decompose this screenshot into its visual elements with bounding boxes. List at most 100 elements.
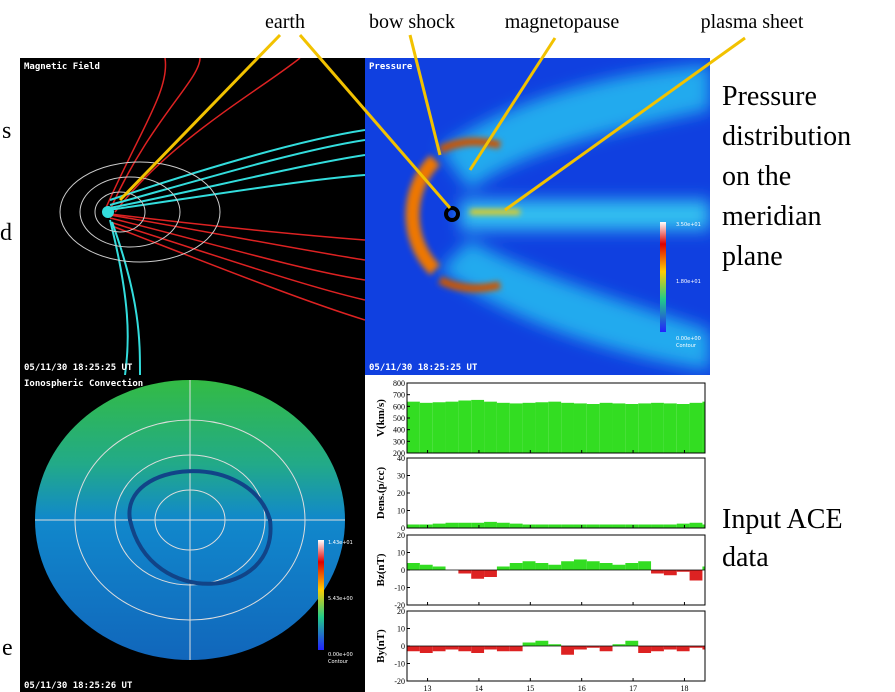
bar: [586, 646, 600, 648]
bar: [625, 404, 639, 453]
bar: [484, 570, 497, 577]
bar: [548, 644, 562, 646]
side-label: meridian: [722, 201, 822, 232]
bar: [651, 646, 664, 652]
colorbar-label: 1.80e+01: [676, 279, 701, 285]
side-label: on the: [722, 161, 791, 192]
bar: [676, 570, 690, 572]
bar: [432, 402, 446, 453]
y-tick-label: 0: [401, 642, 405, 651]
bar: [561, 402, 574, 453]
bar: [471, 522, 485, 528]
bar: [419, 402, 433, 453]
bar: [689, 570, 703, 581]
bar: [702, 646, 705, 650]
bar: [458, 522, 472, 528]
bar: [407, 646, 420, 652]
bar: [407, 401, 420, 453]
bar: [509, 403, 523, 453]
bar: [471, 646, 485, 653]
panel-title: Ionospheric Convection: [24, 378, 143, 389]
bar: [407, 524, 420, 528]
bar: [471, 399, 485, 453]
magnetic-panel: Magnetic Field 05/11/30 18:25:25 UT: [20, 58, 365, 375]
bar: [638, 524, 652, 528]
x-tick-label: 18: [680, 684, 688, 692]
fragment: d: [0, 220, 12, 246]
bar: [458, 400, 472, 453]
bar: [651, 402, 664, 453]
bar: [625, 524, 639, 528]
y-axis-label: Dens.(p/cc): [375, 467, 387, 520]
annotation: plasma sheet: [701, 11, 804, 33]
bar: [663, 570, 677, 576]
bar: [573, 524, 587, 528]
bar: [663, 646, 677, 650]
bar: [651, 570, 664, 574]
bar: [471, 570, 485, 579]
contour-label: Contour: [676, 343, 697, 349]
bar: [625, 640, 639, 646]
bar: [599, 524, 613, 528]
y-tick-label: 500: [393, 414, 405, 423]
bar: [548, 401, 562, 453]
bar: [445, 522, 459, 528]
y-tick-label: 400: [393, 426, 405, 435]
bar: [535, 640, 549, 646]
y-tick-label: 200: [393, 449, 405, 458]
y-tick-label: 10: [397, 625, 405, 634]
y-tick-label: -10: [394, 660, 405, 669]
bar: [484, 521, 497, 528]
bar: [496, 566, 510, 570]
timestamp: 05/11/30 18:25:25 UT: [369, 363, 478, 373]
bar: [689, 646, 703, 648]
bar: [496, 646, 510, 652]
bar: [702, 524, 705, 528]
bar: [702, 401, 705, 453]
bar: [663, 524, 677, 528]
timestamp: 05/11/30 18:25:26 UT: [24, 681, 133, 691]
bar: [561, 524, 574, 528]
x-tick-label: 17: [629, 684, 637, 692]
bar: [612, 564, 626, 570]
bar: [586, 561, 600, 570]
fragment: s: [2, 118, 11, 144]
side-label: Input ACE: [722, 504, 843, 535]
bar: [432, 646, 446, 652]
bar: [522, 402, 536, 453]
bar: [535, 402, 549, 453]
x-tick-label: 13: [424, 684, 432, 692]
bar: [573, 403, 587, 453]
colorbar-label: 0.00e+00: [676, 336, 701, 342]
bar: [458, 646, 472, 652]
bar: [573, 559, 587, 570]
bar: [496, 402, 510, 453]
bar: [509, 646, 523, 652]
bar: [599, 563, 613, 570]
bar: [625, 563, 639, 570]
side-label: plane: [722, 241, 783, 272]
bar: [535, 563, 549, 570]
bar: [561, 646, 574, 655]
bar: [496, 522, 510, 528]
bar: [612, 403, 626, 453]
bar: [535, 524, 549, 528]
arrows: [118, 33, 746, 212]
bar: [638, 561, 652, 570]
bar: [638, 646, 652, 653]
side-label: data: [722, 542, 769, 573]
y-tick-label: -10: [394, 584, 405, 593]
panel-title: Pressure: [369, 62, 413, 72]
bar: [445, 646, 459, 650]
bar: [599, 646, 613, 652]
bar: [599, 402, 613, 453]
bar: [548, 564, 562, 570]
panel-title: Magnetic Field: [24, 61, 100, 72]
colorbar-label: 0.00e+00: [328, 652, 353, 658]
x-tick-label: 14: [475, 684, 483, 692]
y-tick-label: 10: [397, 549, 405, 558]
y-tick-label: 800: [393, 379, 405, 388]
ionosphere-panel: 1.43e+01 5.43e+00 0.00e+00 Contour Ionos…: [20, 375, 365, 692]
bar: [522, 642, 536, 646]
y-axis-label: By(nT): [375, 629, 387, 663]
